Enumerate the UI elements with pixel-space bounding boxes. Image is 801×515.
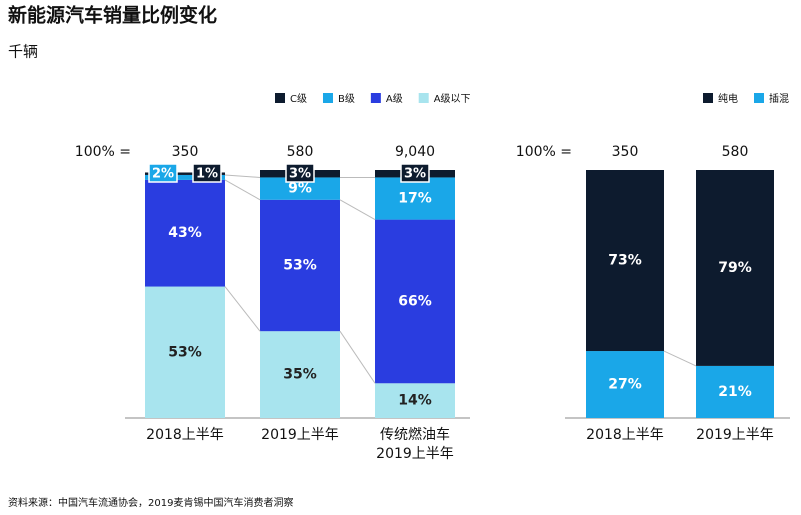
- title: 新能源汽车销量比例变化: [8, 4, 217, 27]
- bar-segment: [260, 177, 340, 200]
- data-label-box: [400, 163, 430, 183]
- legend-label: B级: [338, 93, 355, 105]
- data-label: 9%: [288, 181, 312, 197]
- bar-segment: [260, 331, 340, 418]
- subtitle: 千辆: [8, 43, 38, 61]
- bar-segment: [586, 351, 664, 418]
- bar-segment: [145, 172, 225, 175]
- total-label: 350: [612, 144, 639, 160]
- total-prefix: 100% =: [516, 144, 572, 160]
- legend-swatch: [275, 93, 285, 103]
- bar-segment: [375, 219, 455, 384]
- x-tick-label: 2019上半年: [696, 427, 774, 443]
- connector: [224, 179, 261, 201]
- connector: [339, 199, 376, 221]
- x-tick-label: 2018上半年: [586, 427, 664, 443]
- bar-segment: [145, 286, 225, 418]
- bar-segment: [696, 170, 774, 366]
- total-label: 9,040: [395, 144, 435, 160]
- connector: [339, 330, 376, 384]
- legend-swatch: [322, 93, 333, 103]
- data-label: 35%: [283, 367, 317, 383]
- data-label-box: [192, 163, 222, 183]
- connector: [224, 174, 261, 178]
- data-label-box: [285, 163, 315, 183]
- x-tick-label: 2019上半年: [261, 427, 339, 443]
- data-label: 43%: [168, 225, 202, 241]
- bar-segment: [375, 383, 455, 418]
- bar-segment: [260, 199, 340, 332]
- data-label-box: [148, 163, 178, 183]
- data-label: 53%: [168, 344, 202, 360]
- bar-segment: [145, 174, 225, 180]
- x-tick-label: 传统燃油车 2019上半年: [376, 427, 454, 462]
- legend-swatch: [703, 93, 713, 103]
- total-label: 580: [722, 144, 749, 160]
- data-label: 73%: [608, 253, 642, 269]
- data-label: 79%: [718, 260, 752, 276]
- total-label: 580: [287, 144, 314, 160]
- data-label: 21%: [718, 384, 752, 400]
- legend-label: C级: [290, 93, 307, 105]
- legend-swatch: [418, 93, 429, 103]
- data-label: 3%: [289, 167, 311, 182]
- legend-label: 纯电: [718, 92, 738, 105]
- data-label: 14%: [398, 393, 432, 409]
- data-label: 53%: [283, 257, 317, 273]
- x-tick-label: 2018上半年: [146, 427, 224, 443]
- source: 资料来源：中国汽车流通协会，2019麦肯锡中国汽车消费者洞察: [8, 496, 293, 509]
- data-label: 1%: [196, 167, 218, 182]
- legend-swatch: [370, 93, 381, 103]
- bar-segment: [696, 365, 774, 418]
- connector: [663, 350, 697, 367]
- bar-segment: [145, 179, 225, 287]
- data-label: 17%: [398, 191, 432, 207]
- data-label: 3%: [404, 167, 426, 182]
- bar-segment: [586, 170, 664, 352]
- data-label: 66%: [398, 293, 432, 309]
- data-label: 2%: [152, 167, 174, 182]
- legend-label: A级: [386, 93, 403, 105]
- connector: [224, 286, 261, 332]
- bar-segment: [375, 177, 455, 220]
- total-prefix: 100% =: [75, 144, 131, 160]
- data-label: 27%: [608, 377, 642, 393]
- legend-swatch: [754, 93, 764, 103]
- legend-label: A级以下: [434, 93, 471, 105]
- legend-label: 插混: [769, 92, 789, 105]
- total-label: 350: [172, 144, 199, 160]
